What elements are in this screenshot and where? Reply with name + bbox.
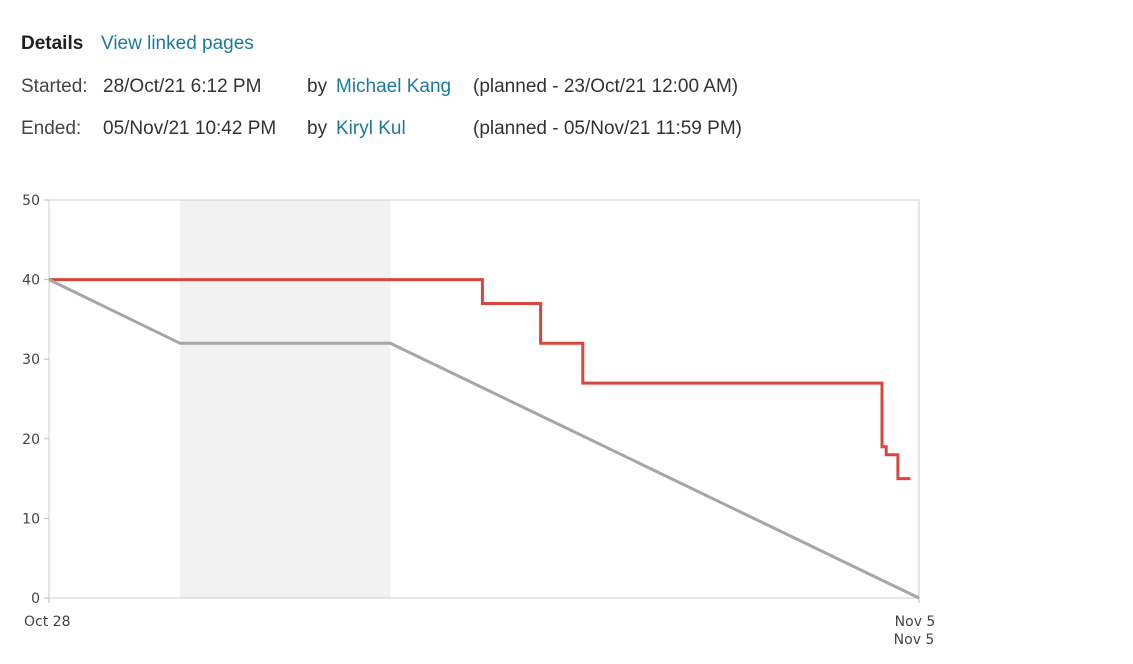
started-by-label: by (307, 76, 328, 97)
tab-details[interactable]: Details (21, 33, 84, 54)
y-tick-label-20: 20 (22, 432, 40, 448)
series-line-guideline (48, 278, 920, 600)
ended-by-label: by (307, 118, 328, 139)
x-tick-label-1: Nov 5 (895, 614, 936, 630)
y-tick-label-0: 0 (31, 591, 40, 607)
plot-frame (48, 199, 920, 599)
y-tick-label-40: 40 (22, 273, 40, 289)
x-end-label: Nov 5 (894, 632, 935, 648)
started-date: 28/Oct/21 6:12 PM (103, 76, 262, 97)
ended-label: Ended: (21, 118, 82, 139)
x-tick-label-0: Oct 28 (24, 614, 70, 630)
ended-date: 05/Nov/21 10:42 PM (103, 118, 277, 139)
ended-planned: (planned - 05/Nov/21 11:59 PM) (473, 118, 742, 139)
tab-view-linked-pages[interactable]: View linked pages (101, 33, 254, 54)
series-line-remaining (49, 278, 911, 481)
y-tick-label-10: 10 (22, 511, 40, 527)
y-tick-label-30: 30 (22, 352, 40, 368)
ended-user-link[interactable]: Kiryl Kul (336, 118, 406, 139)
started-user-link[interactable]: Michael Kang (336, 76, 452, 97)
started-label: Started: (21, 76, 88, 97)
started-planned: (planned - 23/Oct/21 12:00 AM) (473, 76, 739, 97)
y-tick-label-50: 50 (22, 193, 40, 209)
non-working-period-0 (180, 200, 391, 598)
